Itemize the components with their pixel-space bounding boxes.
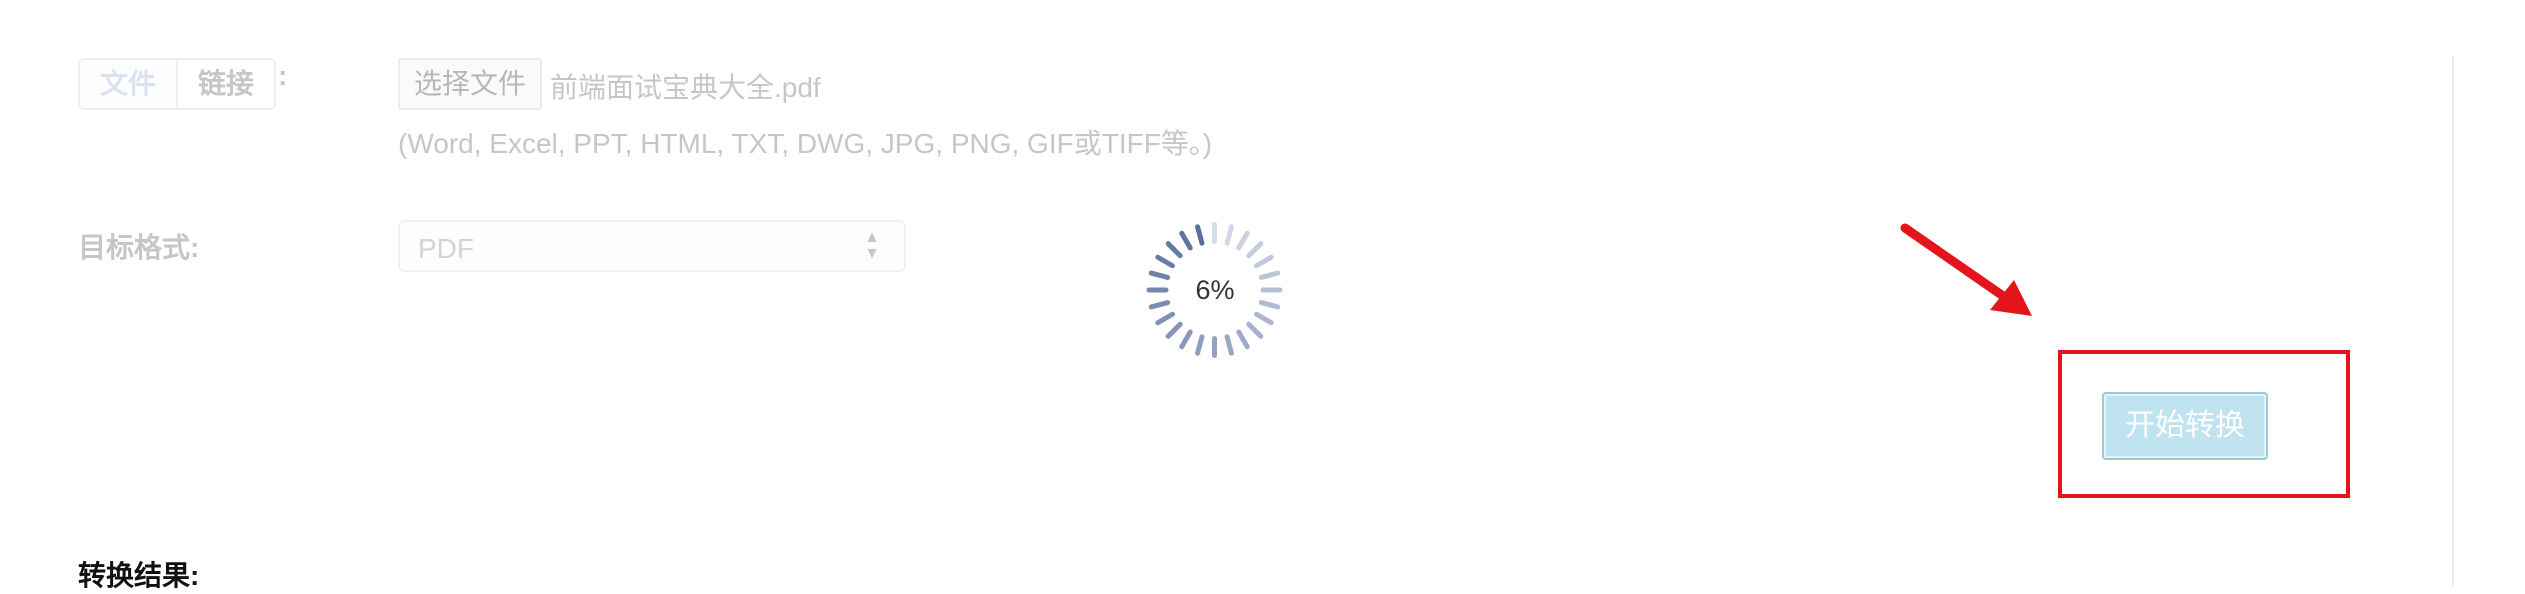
source-colon: : — [278, 60, 288, 91]
spinner-tick — [1212, 222, 1217, 244]
supported-formats-hint: (Word, Excel, PPT, HTML, TXT, DWG, JPG, … — [398, 128, 1213, 159]
select-arrows-icon: ▲ ▼ — [864, 229, 880, 262]
spinner-tick — [1253, 253, 1275, 270]
spinner-tick — [1194, 333, 1206, 357]
spinner-tick — [1212, 336, 1217, 358]
spinner-tick — [1154, 253, 1176, 270]
loading-spinner: 6% — [1145, 220, 1285, 360]
target-format-select[interactable]: PDF ▲ ▼ — [398, 220, 906, 272]
start-convert-button[interactable]: 开始转换 — [2102, 392, 2268, 460]
spinner-tick — [1154, 310, 1176, 327]
right-divider — [2452, 56, 2454, 586]
spinner-tick — [1245, 240, 1265, 260]
red-arrow-annotation — [1900, 223, 2032, 316]
spinner-tick — [1164, 240, 1184, 260]
source-toggle[interactable]: 文件 链接 — [78, 58, 276, 110]
tab-link[interactable]: 链接 — [176, 60, 274, 108]
spinner-tick — [1194, 223, 1206, 247]
highlight-box-annotation — [2058, 350, 2350, 498]
spinner-tick — [1164, 320, 1184, 340]
spinner-tick — [1235, 328, 1251, 351]
choose-file-button[interactable]: 选择文件 — [398, 58, 543, 110]
spinner-tick — [1223, 223, 1235, 247]
conversion-result-label: 转换结果: — [78, 560, 200, 591]
spinner-tick — [1178, 328, 1194, 351]
selected-file-name: 前端面试宝典大全.pdf — [550, 72, 821, 103]
target-format-value: PDF — [418, 233, 474, 264]
spinner-tick — [1235, 229, 1251, 252]
target-format-label: 目标格式: — [78, 232, 200, 263]
progress-percent: 6% — [1195, 275, 1235, 305]
spinner-tick — [1245, 320, 1265, 340]
spinner-tick — [1223, 333, 1235, 357]
spinner-tick — [1253, 310, 1275, 327]
spinner-tick — [1178, 229, 1194, 252]
tab-file[interactable]: 文件 — [80, 60, 176, 108]
